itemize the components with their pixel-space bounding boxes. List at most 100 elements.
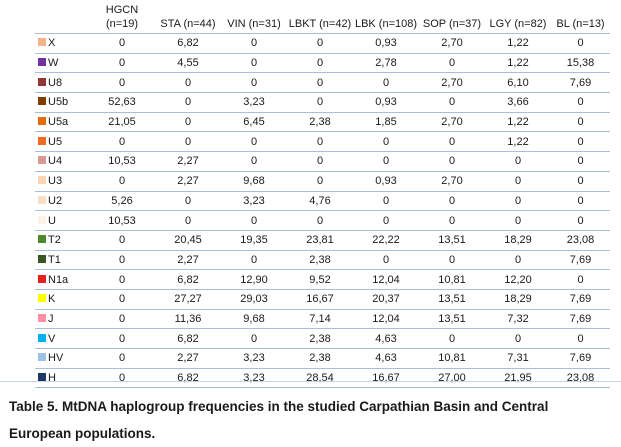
frequency-cell: 0 bbox=[89, 53, 155, 74]
frequency-cell: 0 bbox=[155, 210, 221, 231]
frequency-cell: 10,81 bbox=[419, 348, 485, 369]
frequency-cell: 0 bbox=[221, 72, 287, 94]
frequency-cell: 52,63 bbox=[89, 92, 155, 113]
frequency-cell: 0 bbox=[485, 210, 551, 231]
haplogroup-label-cell: U2 bbox=[35, 191, 89, 212]
frequency-cell: 4,63 bbox=[353, 328, 419, 349]
frequency-cell: 0 bbox=[221, 131, 287, 153]
haplogroup-label: U5 bbox=[48, 135, 63, 148]
haplogroup-label: U5a bbox=[48, 116, 69, 129]
frequency-cell: 0 bbox=[419, 53, 485, 74]
frequency-cell: 0 bbox=[353, 210, 419, 231]
frequency-cell: 2,70 bbox=[419, 33, 485, 54]
haplogroup-label: U bbox=[48, 214, 56, 227]
frequency-cell: 0 bbox=[89, 250, 155, 271]
frequency-cell: 0 bbox=[89, 328, 155, 349]
frequency-cell: 6,82 bbox=[155, 33, 221, 54]
frequency-cell: 10,53 bbox=[89, 151, 155, 172]
frequency-cell: 0 bbox=[89, 33, 155, 54]
haplogroup-label: U5b bbox=[48, 96, 69, 109]
frequency-cell: 0 bbox=[287, 210, 353, 231]
haplogroup-label: T2 bbox=[48, 234, 61, 247]
table-row: U5a 21,05 0 6,45 2,38 1,85 2,70 1,22 0 bbox=[35, 112, 610, 133]
frequency-cell: 0 bbox=[419, 151, 485, 172]
frequency-cell: 0 bbox=[551, 328, 610, 349]
frequency-cell: 0 bbox=[551, 33, 610, 54]
frequency-cell: 2,27 bbox=[155, 171, 221, 192]
frequency-cell: 0 bbox=[485, 250, 551, 271]
haplogroup-label-cell: N1a bbox=[35, 269, 89, 290]
table-row: V 0 6,82 0 2,38 4,63 0 0 0 bbox=[35, 328, 610, 349]
color-swatch-icon bbox=[38, 136, 46, 145]
haplogroup-label: X bbox=[48, 37, 56, 50]
frequency-cell: 4,55 bbox=[155, 53, 221, 74]
frequency-cell: 0 bbox=[221, 250, 287, 271]
frequency-cell: 3,23 bbox=[221, 92, 287, 113]
frequency-cell: 27,00 bbox=[419, 368, 485, 389]
color-swatch-icon bbox=[38, 313, 46, 322]
color-swatch-icon bbox=[38, 58, 46, 67]
color-swatch-icon bbox=[38, 176, 46, 185]
haplogroup-label: U3 bbox=[48, 175, 63, 188]
table-row: J 0 11,36 9,68 7,14 12,04 13,51 7,32 7,69 bbox=[35, 309, 610, 330]
table-row: U5 0 0 0 0 0 0 1,22 0 bbox=[35, 131, 610, 153]
column-header: LBKT (n=42) bbox=[287, 0, 353, 34]
table-row: K 0 27,27 29,03 16,67 20,37 13,51 18,29 7,69 bbox=[35, 289, 610, 310]
frequency-cell: 9,52 bbox=[287, 269, 353, 290]
haplogroup-label-cell: T1 bbox=[35, 250, 89, 271]
frequency-cell: 0 bbox=[155, 112, 221, 133]
frequency-cell: 0 bbox=[287, 131, 353, 153]
frequency-cell: 2,27 bbox=[155, 151, 221, 172]
frequency-cell: 0 bbox=[89, 269, 155, 290]
frequency-cell: 0 bbox=[419, 250, 485, 271]
frequency-cell: 6,82 bbox=[155, 328, 221, 349]
frequency-cell: 4,63 bbox=[353, 348, 419, 369]
frequency-cell: 12,90 bbox=[221, 269, 287, 290]
frequency-cell: 23,08 bbox=[551, 230, 610, 251]
frequency-cell: 12,04 bbox=[353, 269, 419, 290]
color-swatch-icon bbox=[38, 235, 46, 244]
haplogroup-label: U4 bbox=[48, 155, 63, 168]
frequency-cell: 16,67 bbox=[287, 289, 353, 310]
haplogroup-label: W bbox=[48, 57, 59, 70]
frequency-cell: 0 bbox=[551, 112, 610, 133]
frequency-cell: 1,22 bbox=[485, 53, 551, 74]
haplogroup-label-cell: K bbox=[35, 289, 89, 310]
haplogroup-label: U8 bbox=[48, 76, 63, 89]
frequency-cell: 7,31 bbox=[485, 348, 551, 369]
haplogroup-label-cell: H bbox=[35, 368, 89, 389]
column-header: STA (n=44) bbox=[155, 0, 221, 34]
color-swatch-icon bbox=[38, 333, 46, 342]
frequency-cell: 10,81 bbox=[419, 269, 485, 290]
frequency-cell: 9,68 bbox=[221, 309, 287, 330]
frequency-cell: 0 bbox=[485, 171, 551, 192]
frequency-cell: 11,36 bbox=[155, 309, 221, 330]
frequency-cell: 2,78 bbox=[353, 53, 419, 74]
haplogroup-label: K bbox=[48, 293, 56, 306]
haplogroup-label-cell: X bbox=[35, 33, 89, 54]
frequency-cell: 15,38 bbox=[551, 53, 610, 74]
frequency-cell: 18,29 bbox=[485, 230, 551, 251]
frequency-cell: 0 bbox=[155, 92, 221, 113]
haplogroup-label: T1 bbox=[48, 253, 61, 266]
frequency-cell: 2,38 bbox=[287, 348, 353, 369]
frequency-cell: 0 bbox=[419, 92, 485, 113]
frequency-cell: 1,22 bbox=[485, 112, 551, 133]
frequency-cell: 2,38 bbox=[287, 328, 353, 349]
color-swatch-icon bbox=[38, 77, 46, 86]
frequency-cell: 12,20 bbox=[485, 269, 551, 290]
haplogroup-label-cell: W bbox=[35, 53, 89, 74]
haplogroup-label: H bbox=[48, 372, 56, 385]
frequency-cell: 0 bbox=[419, 131, 485, 153]
frequency-cell: 0,93 bbox=[353, 171, 419, 192]
color-swatch-icon bbox=[38, 353, 46, 362]
table-row: U2 5,26 0 3,23 4,76 0 0 0 0 bbox=[35, 191, 610, 212]
haplogroup-label: V bbox=[48, 332, 56, 345]
table-row: X 0 6,82 0 0 0,93 2,70 1,22 0 bbox=[35, 33, 610, 54]
color-swatch-icon bbox=[38, 156, 46, 165]
frequency-cell: 0 bbox=[221, 53, 287, 74]
frequency-cell: 2,27 bbox=[155, 348, 221, 369]
haplogroup-label-cell: U3 bbox=[35, 171, 89, 192]
table-row: U8 0 0 0 0 0 2,70 6,10 7,69 bbox=[35, 72, 610, 94]
frequency-cell: 0 bbox=[485, 328, 551, 349]
